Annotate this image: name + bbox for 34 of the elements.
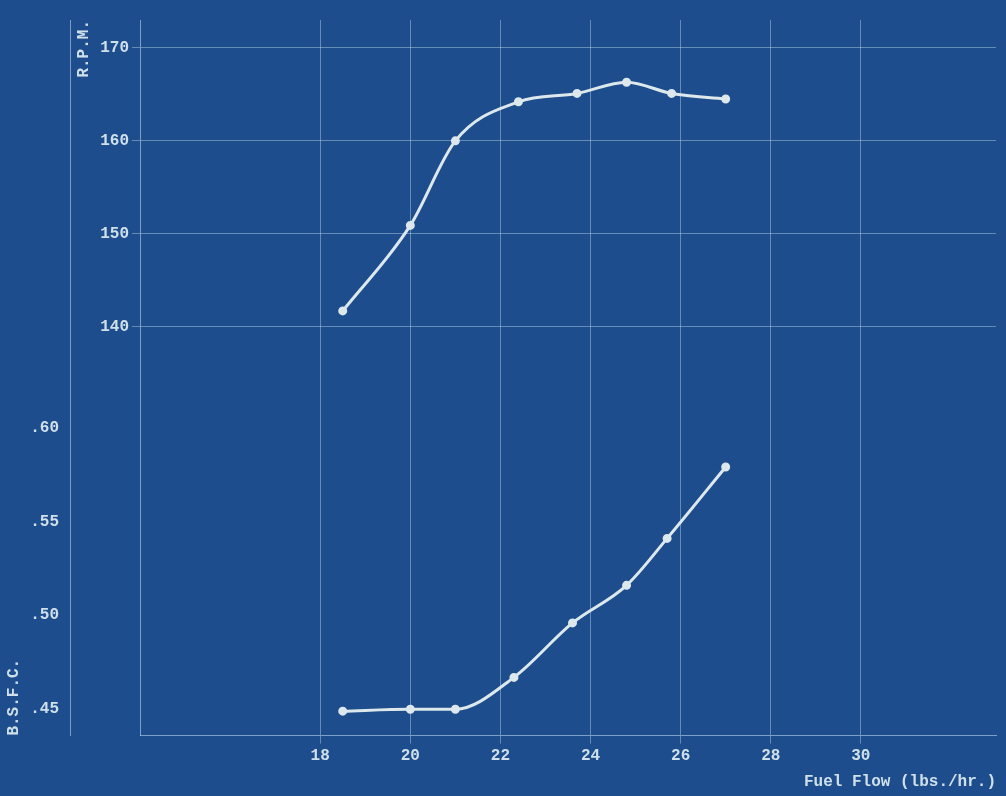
x-tick-label: 18 xyxy=(310,747,330,766)
point xyxy=(450,704,460,714)
point xyxy=(513,97,523,107)
point xyxy=(721,94,731,104)
point xyxy=(667,88,677,98)
x-tick-label: 30 xyxy=(851,747,871,766)
y-tick-label: 150 xyxy=(100,224,130,243)
point xyxy=(338,306,348,316)
point xyxy=(662,533,672,543)
x-tick-label: 28 xyxy=(761,747,781,766)
y-tick-label: 160 xyxy=(100,131,130,150)
point xyxy=(338,706,348,716)
x-tick-label: 22 xyxy=(490,747,511,766)
point xyxy=(450,136,460,146)
y2-tick-label: .55 xyxy=(30,512,59,531)
y-tick-label: 140 xyxy=(100,317,130,336)
y-tick-label: 170 xyxy=(100,38,130,57)
point xyxy=(568,618,578,628)
point xyxy=(405,220,415,230)
y-axis-title: R.P.M. xyxy=(74,20,93,78)
x-tick-label: 24 xyxy=(580,747,601,766)
point xyxy=(622,77,632,87)
y2-tick-label: .60 xyxy=(30,418,59,437)
y2-tick-label: .45 xyxy=(30,700,59,719)
point xyxy=(721,462,731,472)
x-axis-title: Fuel Flow (lbs./hr.) xyxy=(803,773,996,792)
point xyxy=(509,672,519,682)
y2-axis-title: B.S.F.C. xyxy=(4,658,23,736)
x-tick-label: 26 xyxy=(671,747,691,766)
point xyxy=(572,88,582,98)
point xyxy=(405,704,415,714)
y2-tick-label: .50 xyxy=(30,606,59,625)
x-tick-label: 20 xyxy=(400,747,420,766)
point xyxy=(622,580,632,590)
